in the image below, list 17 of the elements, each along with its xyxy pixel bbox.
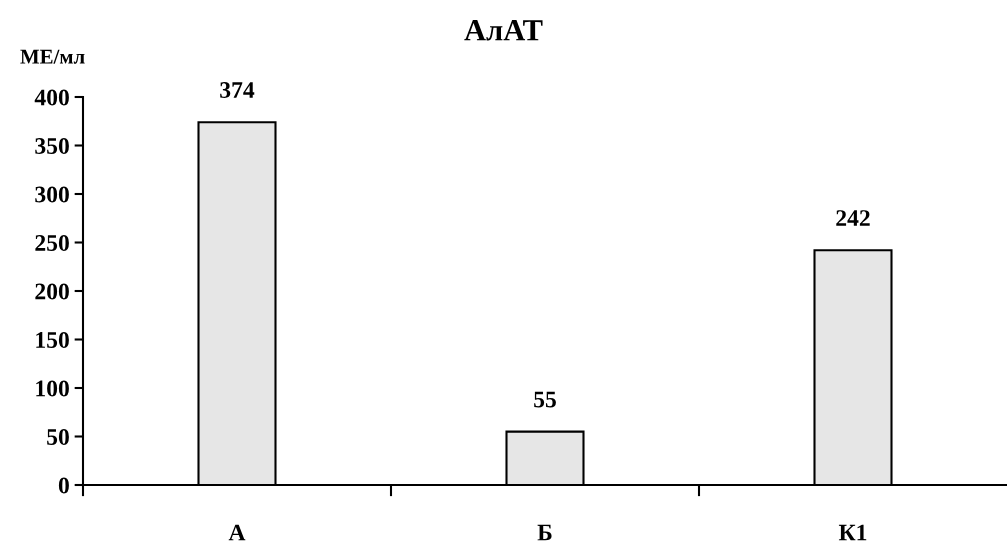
y-tick-label: 350 [35,137,69,154]
y-tick-label: 100 [36,380,69,397]
y-tick-label: 400 [34,89,69,106]
y-tick-label: 200 [35,283,69,300]
y-tick-label: 150 [36,331,69,348]
x-tick-label: А [228,524,246,541]
y-tick-label: 300 [35,186,69,203]
y-tick-label: 0 [58,477,69,494]
y-axis-title: МЕ/мл [20,49,85,64]
data-label: 55 [534,391,556,408]
x-tick-label: К1 [838,524,867,541]
y-tick-label: 250 [35,234,69,251]
chart-title: АлАТ [464,20,543,41]
y-tick-label: 50 [47,428,69,445]
data-label: 374 [220,82,255,98]
x-tick-label: Б [537,524,552,541]
data-label: 242 [836,210,870,226]
